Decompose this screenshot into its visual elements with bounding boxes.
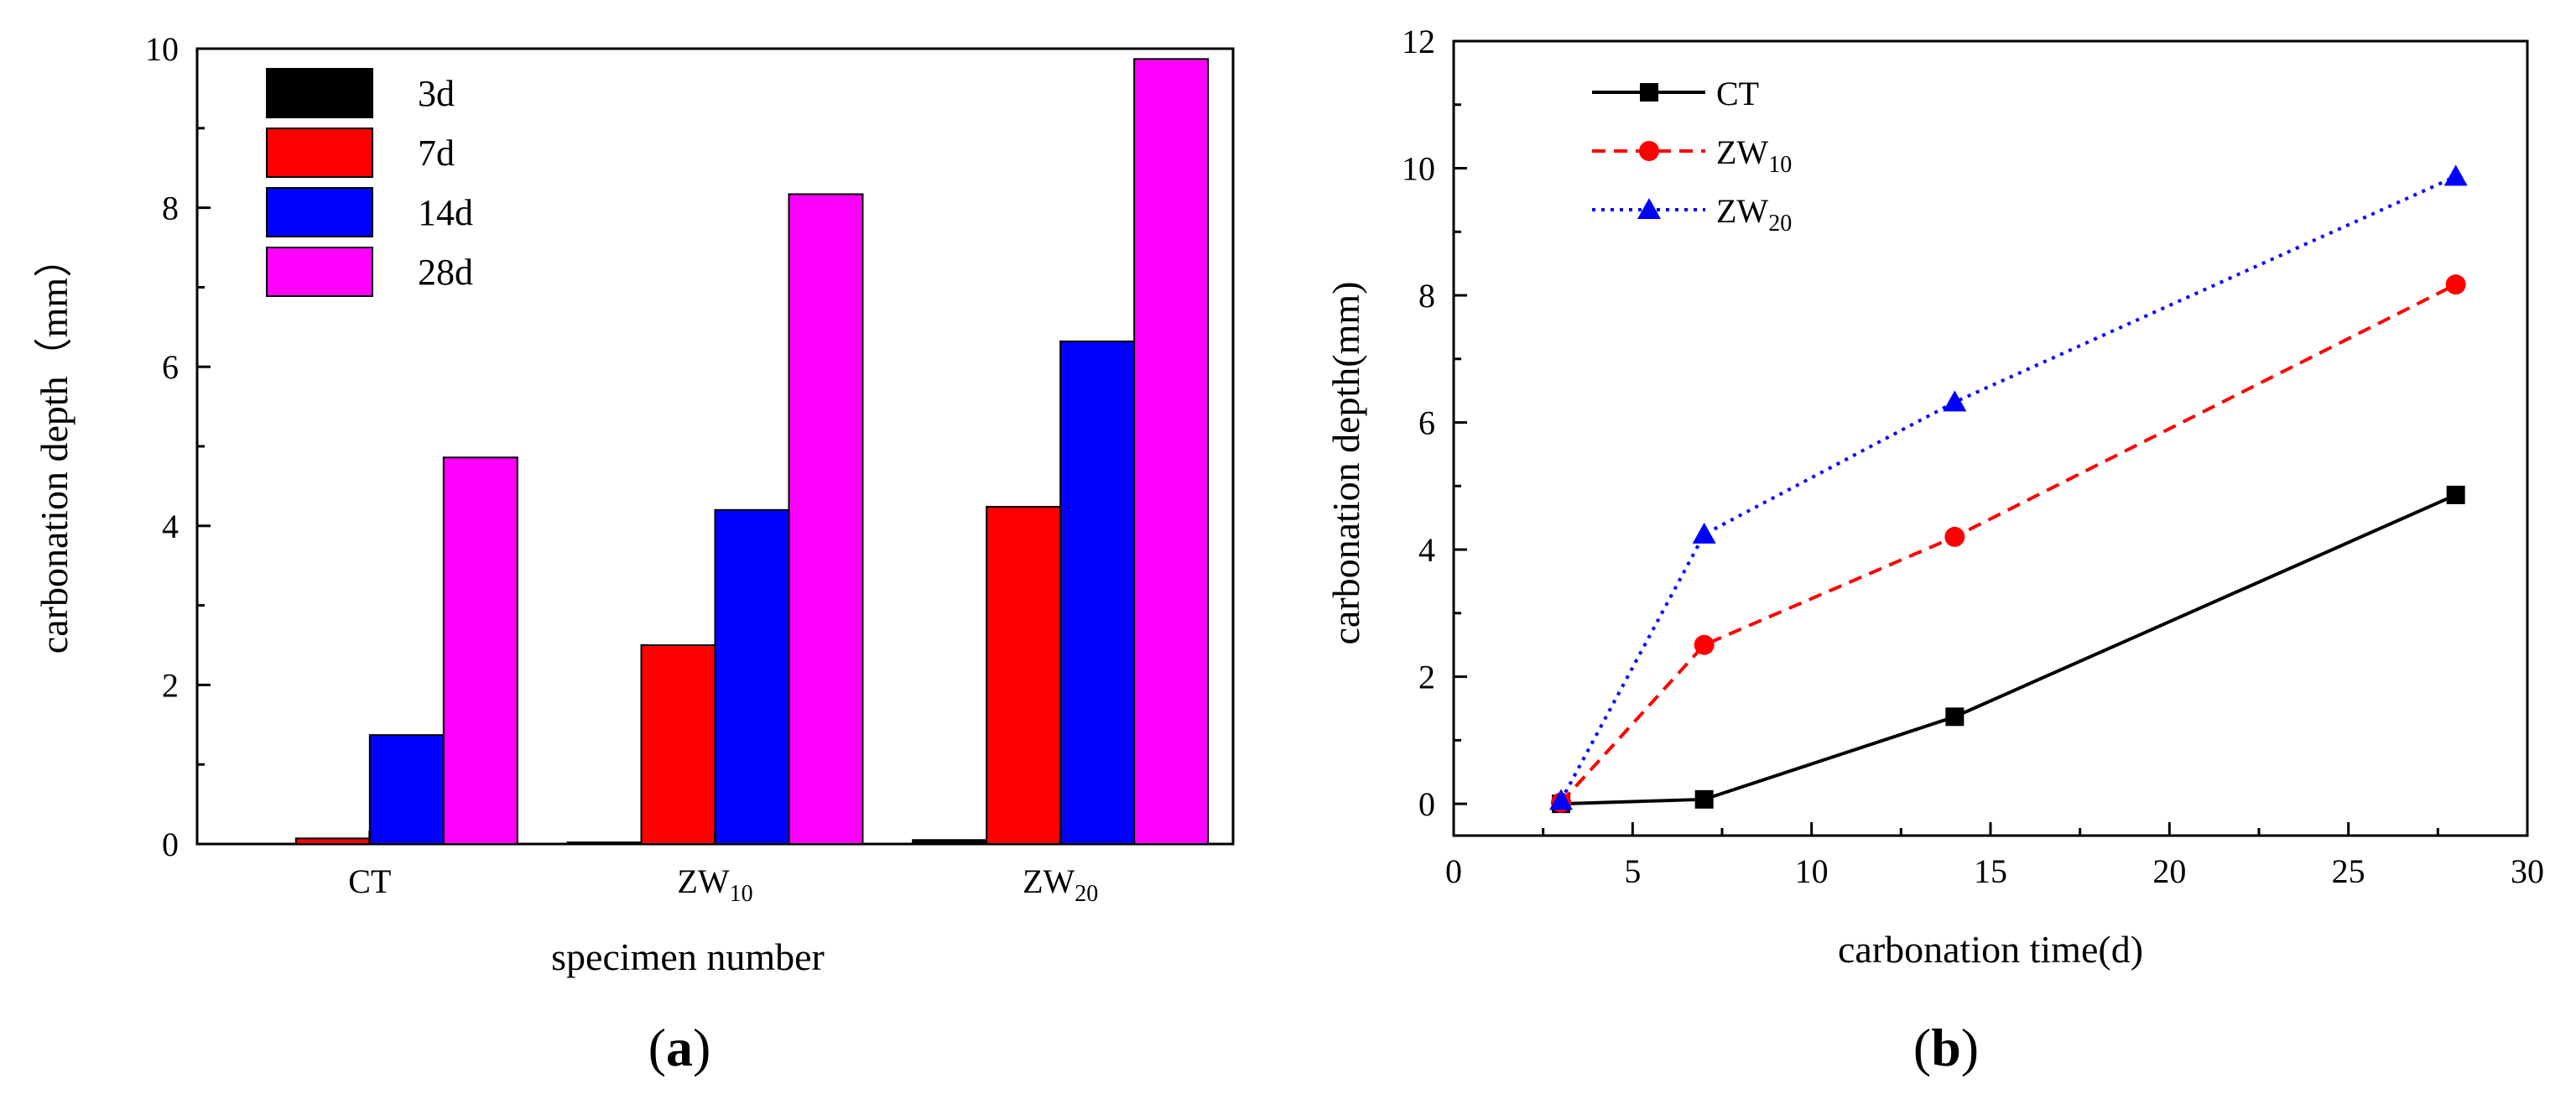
x-tick-label-b-3: 15 [1974, 852, 2007, 890]
y-tick-label-a-2: 4 [162, 508, 179, 545]
legend-swatch-a-14d [266, 187, 373, 237]
legend-marker-b-ZW20 [1637, 198, 1661, 219]
x-axis-a: CT ZW10 ZW20 [348, 831, 1098, 907]
y-tick-label-b-5: 10 [1402, 150, 1435, 188]
legend-a: 3d 7d 14d 28d [266, 68, 473, 297]
x-tick-label-b-0: 0 [1445, 852, 1462, 890]
bar-28d-ZW10 [788, 193, 864, 845]
lines-b [1549, 164, 2468, 814]
point-CT-14 [1945, 707, 1965, 727]
plot-frame-b [1452, 39, 2529, 837]
x-tick-label-a-CT: CT [348, 862, 391, 900]
x-tick-label-a-ZW20: ZW20 [1023, 862, 1098, 907]
y-axis-a: 0 2 4 6 8 10 [145, 30, 211, 863]
x-tick-label-a-ZW20-main: ZW [1023, 862, 1075, 900]
point-ZW20-28 [2443, 164, 2468, 186]
y-axis-label-b: carbonation depth(mm) [1324, 281, 1367, 644]
x-tick-label-a-ZW20-sub: 20 [1075, 881, 1098, 907]
legend-marker-b-ZW10 [1639, 141, 1659, 161]
line-ZW10 [1559, 283, 2457, 804]
bar-14d-ZW20 [1059, 340, 1136, 845]
x-tick-label-b-1: 5 [1624, 852, 1641, 890]
x-tick-label-b-4: 20 [2152, 852, 2186, 890]
legend-label-b-ZW20-main: ZW [1716, 192, 1768, 230]
panel-label-a: (a) [648, 1018, 711, 1077]
legend-label-b-ZW10: ZW10 [1716, 133, 1792, 178]
x-axis-b: 0 5 10 15 20 25 30 [1445, 822, 2544, 890]
bar-14d-CT [368, 734, 445, 846]
bar-28d-CT [442, 456, 518, 845]
y-tick-label-a-5: 10 [145, 30, 179, 68]
legend-swatch-a-28d [266, 247, 373, 297]
legend-label-b-CT: CT [1716, 75, 1759, 112]
x-tick-label-b-2: 10 [1795, 852, 1829, 890]
line-CT [1560, 493, 2457, 806]
point-CT-28 [2446, 485, 2465, 504]
bar-7d-CT [294, 837, 371, 846]
x-tick-label-b-5: 25 [2332, 852, 2365, 890]
y-tick-label-a-3: 6 [162, 348, 179, 386]
legend-marker-b-CT [1640, 83, 1658, 102]
legend-label-a-3d: 3d [418, 73, 455, 114]
point-ZW20-3 [1549, 789, 1573, 810]
y-tick-label-b-1: 2 [1418, 659, 1435, 696]
bar-3d-ZW20 [912, 839, 988, 846]
y-axis-b: 0 2 4 6 8 10 12 [1402, 23, 1467, 823]
point-ZW20-14 [1943, 390, 1967, 412]
legend-label-a-28d: 28d [418, 252, 473, 293]
bar-28d-ZW20 [1133, 58, 1210, 846]
legend-swatch-a-3d [266, 68, 373, 118]
line-ZW20 [1559, 175, 2457, 802]
y-tick-label-b-0: 0 [1418, 785, 1435, 823]
panel-label-b: (b) [1913, 1018, 1979, 1077]
x-tick-label-a-ZW10: ZW10 [677, 862, 752, 907]
y-tick-label-b-4: 8 [1418, 277, 1435, 315]
legend-label-b-ZW10-main: ZW [1716, 133, 1768, 171]
bar-3d-ZW10 [566, 841, 643, 846]
panel-letter-a: a [666, 1018, 693, 1077]
y-tick-label-b-3: 6 [1418, 404, 1435, 442]
point-ZW10-28 [2445, 274, 2466, 295]
legend-label-b-ZW20: ZW20 [1716, 192, 1792, 237]
legend-label-a-7d: 7d [418, 133, 455, 174]
x-axis-label-a: specimen number [551, 935, 825, 978]
bar-7d-ZW10 [640, 644, 716, 845]
y-tick-label-a-4: 8 [162, 190, 179, 227]
legend-label-a-14d: 14d [418, 192, 473, 233]
legend-label-b-ZW20-sub: 20 [1768, 211, 1792, 237]
legend-swatch-a-7d [266, 128, 373, 178]
y-axis-label-a: carbonation depth（mm） [33, 239, 75, 654]
y-tick-label-b-6: 12 [1402, 23, 1435, 60]
y-tick-label-b-2: 4 [1418, 531, 1435, 569]
panel-letter-b: b [1931, 1018, 1961, 1077]
x-tick-label-a-ZW10-main: ZW [677, 862, 729, 900]
legend-label-b-ZW10-sub: 10 [1768, 152, 1792, 178]
x-tick-label-a-CT-main: CT [348, 862, 391, 900]
point-ZW20-7 [1692, 522, 1716, 544]
bars-a [294, 58, 1210, 846]
x-tick-label-a-ZW10-sub: 10 [730, 881, 753, 907]
bar-7d-ZW20 [986, 506, 1062, 845]
y-tick-label-a-0: 0 [162, 826, 179, 863]
point-ZW10-7 [1694, 634, 1715, 655]
point-ZW10-14 [1944, 526, 1965, 547]
point-CT-7 [1694, 789, 1714, 809]
x-tick-label-b-6: 30 [2511, 852, 2544, 890]
bar-14d-ZW10 [714, 508, 790, 846]
x-axis-label-b: carbonation time(d) [1838, 928, 2143, 971]
y-tick-label-a-1: 2 [162, 666, 179, 704]
legend-label-b-CT-main: CT [1716, 75, 1759, 112]
